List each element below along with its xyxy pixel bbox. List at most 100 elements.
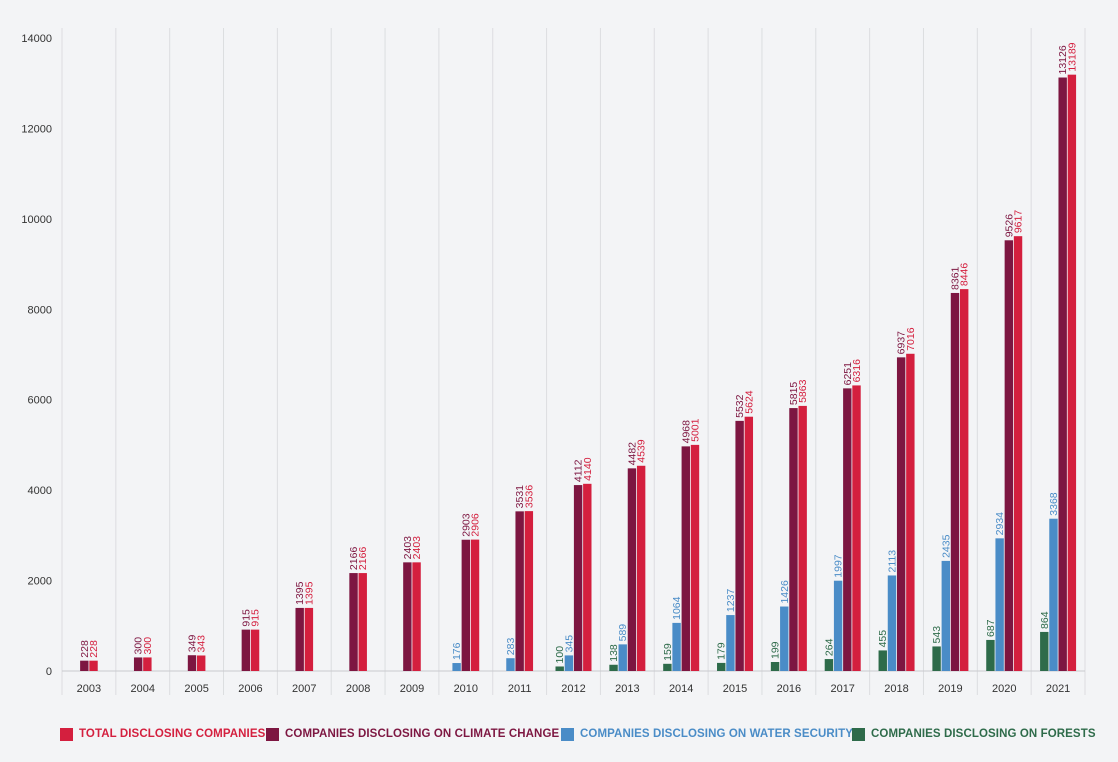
y-tick-label: 12000 [21, 123, 52, 135]
bar [770, 662, 780, 671]
data-label: 6316 [851, 359, 863, 383]
bar [555, 666, 564, 671]
bar [89, 660, 98, 671]
bar [726, 615, 735, 671]
bar [250, 629, 260, 671]
data-label: 915 [250, 609, 262, 627]
bar [941, 560, 950, 671]
x-tick-label: 2014 [669, 683, 693, 695]
data-label: 4112 [573, 459, 585, 482]
data-label: 543 [931, 626, 943, 644]
y-tick-label: 10000 [21, 214, 52, 226]
data-label: 3536 [523, 485, 535, 509]
legend-swatch-forests [852, 727, 865, 741]
bar [564, 655, 574, 671]
data-label: 4968 [680, 420, 692, 444]
data-label: 4539 [636, 439, 648, 463]
legend: TOTAL DISCLOSING COMPANIES COMPANIES DIS… [0, 722, 1118, 746]
data-label: 455 [877, 630, 889, 648]
x-tick-label: 2007 [292, 683, 316, 695]
data-label: 589 [617, 624, 629, 642]
data-label: 6251 [842, 362, 854, 386]
bar [461, 539, 471, 671]
bar [143, 657, 152, 671]
y-tick-label: 8000 [28, 304, 52, 316]
data-label: 2166 [357, 547, 369, 571]
data-label: 283 [505, 638, 517, 656]
data-label: 5001 [689, 418, 701, 442]
bar [618, 644, 627, 671]
data-label: 228 [79, 640, 91, 658]
bar [197, 655, 206, 671]
bar [878, 650, 887, 671]
legend-label-climate: COMPANIES DISCLOSING ON CLIMATE CHANGE [285, 728, 560, 740]
bar [950, 292, 960, 671]
legend-swatch-water [561, 727, 574, 741]
data-label: 2403 [402, 536, 414, 560]
legend-item-total: TOTAL DISCLOSING COMPANIES [60, 722, 265, 746]
bar [627, 468, 637, 671]
data-label: 349 [187, 635, 199, 653]
bar [735, 420, 744, 671]
data-label: 2166 [348, 547, 360, 571]
data-label: 687 [985, 619, 997, 637]
data-label: 864 [1039, 611, 1051, 629]
data-label: 2934 [994, 512, 1006, 536]
data-label: 1426 [779, 580, 791, 604]
data-label: 1395 [303, 581, 315, 605]
bar [887, 575, 897, 671]
bar [1067, 74, 1077, 672]
bar [843, 388, 852, 671]
bar [349, 573, 358, 671]
bar [133, 657, 143, 671]
x-tick-label: 2012 [561, 683, 585, 695]
bar [80, 660, 89, 671]
bar [672, 622, 681, 671]
data-label: 228 [88, 640, 100, 658]
bar [515, 511, 524, 671]
bar [1049, 518, 1058, 671]
legend-item-forests: COMPANIES DISCLOSING ON FORESTS [852, 722, 1096, 746]
data-label: 2113 [886, 550, 898, 573]
bar-series [80, 74, 1077, 672]
bar [959, 289, 969, 671]
x-tick-label: 2018 [884, 683, 908, 695]
bar [1040, 631, 1049, 671]
x-tick-label: 2006 [238, 683, 262, 695]
bar [636, 465, 646, 671]
bar [932, 646, 941, 671]
data-label: 300 [142, 637, 154, 655]
bar [690, 444, 700, 671]
x-tick-label: 2015 [723, 683, 747, 695]
bar [852, 385, 861, 671]
bar [986, 639, 995, 671]
x-tick-label: 2013 [615, 683, 639, 695]
bar [524, 511, 534, 671]
data-label: 4482 [626, 442, 638, 466]
data-label: 300 [133, 637, 145, 655]
data-label: 1997 [833, 554, 845, 578]
x-tick-label: 2017 [830, 683, 854, 695]
data-label: 13189 [1066, 42, 1078, 71]
data-label: 5815 [788, 382, 800, 406]
data-label: 915 [240, 609, 252, 627]
bar [824, 659, 834, 671]
data-label: 138 [608, 644, 620, 662]
bar [1058, 77, 1067, 672]
data-label: 9526 [1003, 214, 1015, 238]
x-tick-label: 2021 [1046, 683, 1070, 695]
data-label: 199 [770, 641, 782, 659]
bar [403, 562, 412, 671]
x-tick-label: 2020 [992, 683, 1016, 695]
data-label: 345 [563, 635, 575, 653]
legend-item-climate: COMPANIES DISCLOSING ON CLIMATE CHANGE [266, 722, 559, 746]
bar [780, 606, 789, 671]
data-label: 5624 [743, 390, 755, 414]
bar [663, 663, 672, 671]
bar [304, 607, 314, 671]
x-tick-label: 2003 [77, 683, 101, 695]
bar [681, 446, 690, 671]
data-label: 2906 [470, 513, 482, 537]
data-label: 2403 [411, 536, 423, 560]
bar [833, 580, 843, 671]
